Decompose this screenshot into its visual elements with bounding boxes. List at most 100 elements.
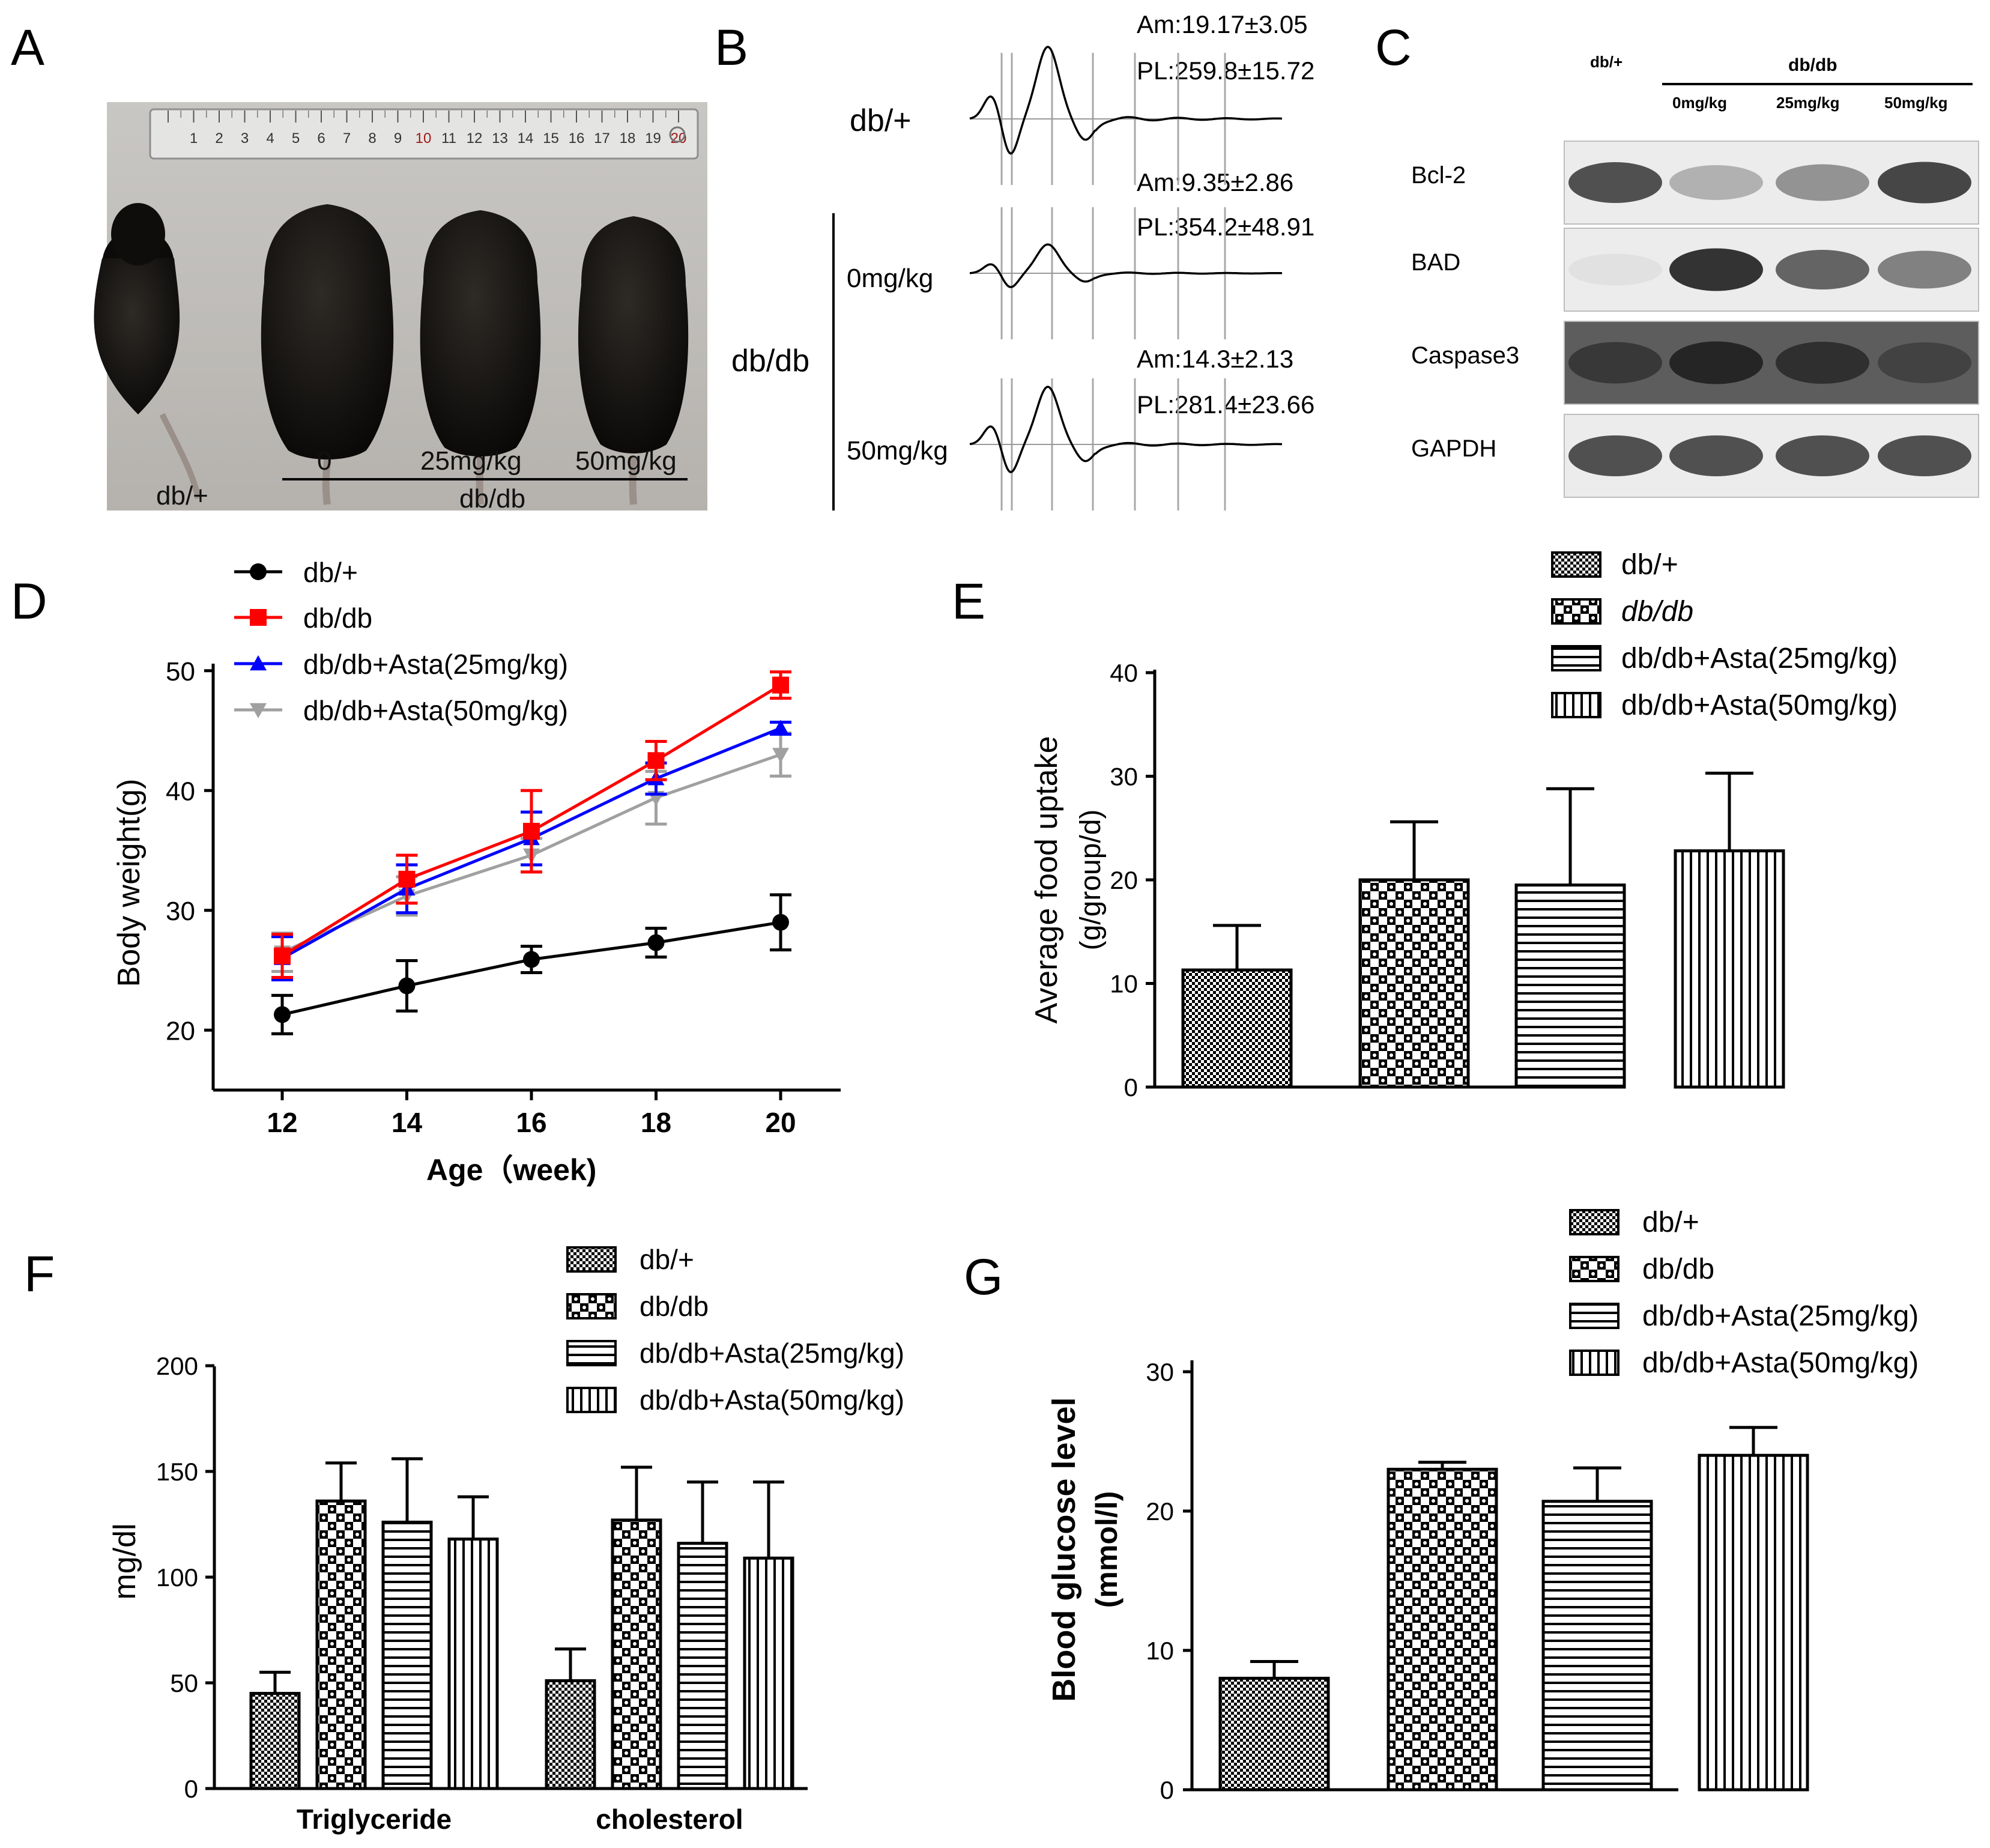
f-x-group-label: Triglyceride [297, 1804, 452, 1835]
f-bar [545, 1679, 596, 1790]
d-x-axis-label: Age（week) [426, 1153, 596, 1187]
d-legend-label: db/+ [303, 557, 358, 588]
mouse-db-db-25 [420, 210, 541, 505]
d-point-marker [250, 609, 267, 626]
dose-label-25: 25mg/kg [420, 446, 522, 476]
dose-label-50: 50mg/kg [575, 446, 677, 476]
f-x-group-label: cholesterol [596, 1804, 743, 1835]
e-bar-group [1674, 771, 1785, 1089]
d-x-tick-label: 12 [267, 1107, 297, 1138]
d-y-tick-label: 50 [166, 657, 195, 686]
e-legend-item: db/db+Asta(25mg/kg) [1551, 643, 1898, 674]
f-legend-label: db/db+Asta(50mg/kg) [640, 1384, 904, 1416]
e-y-tick-label: 30 [1110, 763, 1138, 791]
blot-row-label: GAPDH [1411, 435, 1496, 462]
d-point-marker [274, 1006, 291, 1023]
e-y-axis-unit: (g/group/d) [1075, 810, 1107, 951]
blot-row-label: Bcl-2 [1411, 162, 1466, 189]
g-y-axis-label: Blood glucose level [1046, 1397, 1082, 1701]
blot-band [1878, 250, 1971, 289]
ruler-number: 1 [190, 130, 198, 147]
d-y-tick-label: 30 [166, 897, 195, 926]
e-legend-swatch [1551, 598, 1601, 625]
g-legend-item: db/+ [1569, 1207, 1699, 1238]
trace-am-50mg: Am:14.3±2.13 [1137, 345, 1293, 373]
d-series-1 [271, 670, 791, 979]
d-legend-item: db/db+Asta(25mg/kg) [234, 649, 568, 680]
e-bar-group [1358, 820, 1470, 1089]
ruler-number: 10 [416, 130, 432, 147]
trace-2 [969, 378, 1283, 510]
ruler-number: 13 [492, 130, 508, 147]
e-bar [1181, 968, 1293, 1089]
e-legend-swatch [1551, 645, 1601, 671]
g-bar [1218, 1676, 1330, 1792]
f-bar-group: Triglyceride [249, 1457, 499, 1835]
e-bar [1674, 849, 1785, 1089]
ruler-number: 12 [467, 130, 483, 147]
d-point-marker [398, 977, 416, 995]
ruler-number: 3 [241, 130, 249, 147]
f-legend-item: db/+ [566, 1244, 694, 1275]
panel-letter-b: B [715, 19, 748, 76]
f-legend-item: db/db [566, 1291, 709, 1322]
ruler-number: 9 [394, 130, 402, 147]
blot-band [1568, 342, 1662, 384]
d-point-marker [647, 752, 665, 769]
e-y-tick-label: 20 [1110, 866, 1138, 894]
g-bar [1387, 1467, 1498, 1792]
g-y-tick-label: 20 [1146, 1497, 1174, 1525]
g-y-axis-unit: (mmol/l) [1090, 1491, 1124, 1608]
f-bar [315, 1499, 367, 1790]
ruler-number: 8 [368, 130, 376, 147]
blot-band [1776, 435, 1869, 476]
blot-col-db-db: db/db [1788, 55, 1837, 75]
blot-band [1776, 250, 1869, 289]
e-legend-swatch [1551, 551, 1601, 578]
blot-band [1878, 342, 1971, 383]
blot-row-label: BAD [1411, 249, 1460, 276]
g-legend-swatch [1569, 1256, 1620, 1282]
e-legend-item: db/+ [1551, 549, 1678, 581]
d-point-marker [250, 655, 267, 671]
d-legend-item: db/db [234, 602, 372, 634]
blot-band [1568, 162, 1662, 203]
blot-col-25mg: 25mg/kg [1776, 94, 1840, 112]
d-point-marker [772, 720, 789, 735]
d-point-marker [772, 748, 789, 763]
g-legend-item: db/db+Asta(25mg/kg) [1569, 1300, 1919, 1332]
f-legend-item: db/db+Asta(25mg/kg) [566, 1338, 904, 1369]
f-legend-swatch [566, 1387, 617, 1413]
blot-band [1776, 342, 1869, 384]
photo-label-db-db: db/db [459, 484, 525, 514]
e-legend-item: db/db+Asta(50mg/kg) [1551, 689, 1898, 721]
ruler-number: 19 [645, 130, 661, 147]
ruler-ticks [168, 111, 679, 123]
e-legend-swatch [1551, 692, 1601, 718]
panel-letter-f: F [24, 1246, 55, 1302]
d-legend-label: db/db+Asta(50mg/kg) [303, 695, 568, 726]
panel-letter-g: G [964, 1249, 1003, 1305]
d-legend-item: db/+ [234, 557, 358, 588]
blot-band [1669, 435, 1763, 476]
f-y-tick-label: 0 [184, 1775, 198, 1803]
f-legend-swatch [566, 1293, 617, 1319]
trace-label-0mg: 0mg/kg [847, 264, 933, 293]
blot-col-50mg: 50mg/kg [1884, 94, 1948, 112]
panel-d-line-chart: db/+ db/db db/db+Asta(25mg/kg) db/db+Asta(5… [112, 557, 841, 1187]
g-y-tick-label: 10 [1146, 1637, 1174, 1665]
g-bar [1698, 1453, 1809, 1792]
ruler-number: 11 [441, 130, 456, 147]
g-legend-swatch [1569, 1209, 1620, 1235]
d-y-tick-label: 40 [166, 777, 195, 806]
g-bar [1541, 1500, 1653, 1792]
e-y-axis-label: Average food uptake [1029, 736, 1064, 1024]
g-legend-swatch [1569, 1303, 1620, 1329]
ruler-number: 6 [317, 130, 325, 147]
d-x-tick-label: 16 [516, 1107, 546, 1138]
panel-e-bar-chart: db/+ db/db db/db+Asta(25mg/kg) db/db+Asta(5… [1029, 549, 1898, 1101]
d-point-marker [274, 947, 291, 965]
e-legend-label: db/db+Asta(50mg/kg) [1621, 689, 1898, 721]
g-legend-item: db/db [1569, 1253, 1714, 1285]
